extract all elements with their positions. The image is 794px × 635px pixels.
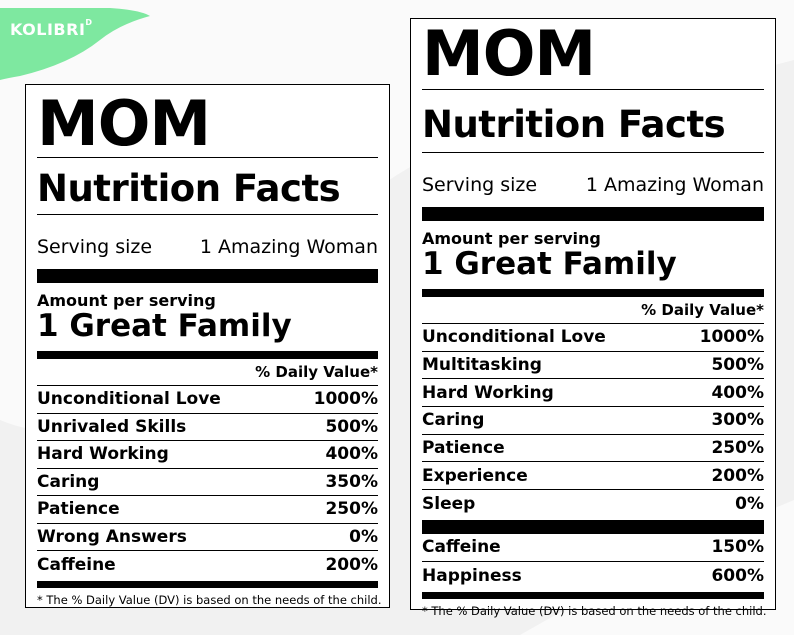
serving-size-row: Serving size 1 Amazing Woman <box>37 225 378 269</box>
nutrient-value: 400% <box>711 382 764 403</box>
logo-leaf-shape <box>0 8 150 80</box>
divider <box>37 214 378 215</box>
nutrient-value: 200% <box>711 465 764 486</box>
thick-divider <box>422 289 764 297</box>
nutrient-name: Hard Working <box>37 444 169 465</box>
nutrient-name: Experience <box>422 465 528 486</box>
nutrient-row: Wrong Answers 0% <box>37 524 378 551</box>
nutrient-row: Experience 200% <box>422 462 764 491</box>
nutrient-row: Unconditional Love 1000% <box>37 386 378 414</box>
nutrient-row: Unrivaled Skills 500% <box>37 414 378 441</box>
nutrient-row: Patience 250% <box>37 496 378 524</box>
thick-divider <box>37 580 378 588</box>
nutrient-name: Unconditional Love <box>37 389 221 410</box>
nutrient-name: Caring <box>37 471 100 492</box>
nutrient-row: Patience 250% <box>422 435 764 463</box>
label-big-title: MOM <box>37 87 211 160</box>
nutrient-name: Unrivaled Skills <box>37 416 187 437</box>
serving-size-value: 1 Amazing Woman <box>585 174 764 196</box>
serving-size-label: Serving size <box>37 236 153 258</box>
nutrient-name: Multitasking <box>422 355 542 376</box>
logo-sup: D <box>85 18 93 27</box>
footnote: * The % Daily Value (DV) is based on the… <box>422 603 767 618</box>
nutrient-name: Patience <box>37 499 120 520</box>
nutrient-value: 600% <box>711 565 764 586</box>
label-big-title: MOM <box>422 17 596 90</box>
divider <box>37 385 378 386</box>
label-title: Nutrition Facts <box>422 103 726 146</box>
kolibri-logo: KOLIBRID <box>0 0 160 84</box>
serving-name: 1 Great Family <box>37 308 292 344</box>
nutrient-name: Hard Working <box>422 382 554 403</box>
daily-value-header: % Daily Value* <box>255 363 378 381</box>
divider <box>422 152 764 153</box>
nutrient-value: 500% <box>325 416 378 437</box>
nutrient-row: Happiness 600% <box>422 562 764 590</box>
nutrient-value: 1000% <box>699 327 764 348</box>
divider <box>422 89 764 90</box>
nutrient-row: Caffeine 200% <box>37 551 378 579</box>
nutrient-value: 300% <box>711 410 764 431</box>
nutrient-name: Happiness <box>422 565 522 586</box>
nutrient-name: Patience <box>422 438 505 459</box>
divider <box>37 157 378 158</box>
logo-wordmark: KOLIBRI <box>10 20 86 39</box>
nutrient-value: 150% <box>711 537 764 558</box>
nutrient-row: Caring 350% <box>37 469 378 496</box>
nutrient-row: Unconditional Love 1000% <box>422 324 764 352</box>
nutrient-value: 200% <box>325 554 378 575</box>
nutrient-row: Caffeine 150% <box>422 534 764 562</box>
thick-divider <box>422 591 764 599</box>
nutrient-row: Sleep 0% <box>422 490 764 518</box>
thick-divider <box>37 351 378 359</box>
nutrient-name: Caffeine <box>422 537 501 558</box>
nutrient-name: Sleep <box>422 493 476 514</box>
label-title: Nutrition Facts <box>37 167 341 210</box>
serving-size-label: Serving size <box>422 174 538 196</box>
nutrient-name: Wrong Answers <box>37 526 187 547</box>
nutrient-value: 400% <box>325 444 378 465</box>
nutrient-value: 0% <box>735 493 764 514</box>
logo-text: KOLIBRID <box>10 18 93 39</box>
nutrient-name: Unconditional Love <box>422 327 606 348</box>
nutrient-value: 500% <box>711 355 764 376</box>
nutrient-name: Caring <box>422 410 485 431</box>
amount-per-serving: Amount per serving <box>422 229 601 248</box>
amount-per-serving: Amount per serving <box>37 291 216 310</box>
nutrient-value: 250% <box>325 499 378 520</box>
divider <box>422 323 764 324</box>
footnote: * The % Daily Value (DV) is based on the… <box>37 592 382 607</box>
daily-value-header: % Daily Value* <box>641 301 764 319</box>
nutrient-name: Caffeine <box>37 554 116 575</box>
nutrient-row: Caring 300% <box>422 407 764 435</box>
nutrient-row: Multitasking 500% <box>422 352 764 380</box>
nutrient-row: Hard Working 400% <box>37 441 378 469</box>
nutrient-value: 1000% <box>313 389 378 410</box>
serving-size-value: 1 Amazing Woman <box>199 236 378 258</box>
serving-size-row: Serving size 1 Amazing Woman <box>422 163 764 207</box>
nutrient-value: 250% <box>711 438 764 459</box>
nutrient-value: 350% <box>325 471 378 492</box>
thick-divider <box>422 207 764 221</box>
nutrition-label-right: MOM Nutrition Facts Serving size 1 Amazi… <box>410 17 776 618</box>
nutrient-value: 0% <box>349 526 378 547</box>
serving-name: 1 Great Family <box>422 246 677 282</box>
nutrition-label-left: MOM Nutrition Facts Serving size 1 Amazi… <box>25 84 390 608</box>
thick-divider <box>422 519 764 534</box>
thick-divider <box>37 269 378 283</box>
nutrient-row: Hard Working 400% <box>422 379 764 408</box>
